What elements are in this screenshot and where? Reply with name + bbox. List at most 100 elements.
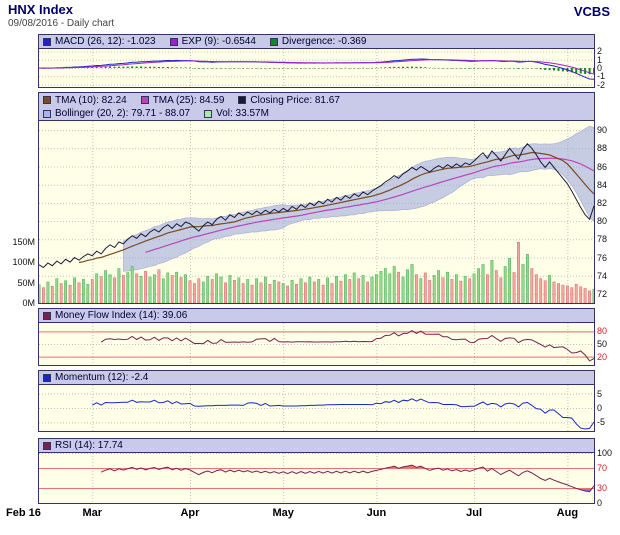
- exp-swatch-icon: [169, 37, 178, 46]
- axis-tick-88: 88: [597, 143, 608, 154]
- momentum-swatch-icon: [43, 373, 51, 382]
- axis-tick--2: -2: [597, 79, 606, 90]
- price-panel: TMA (10): 82.24 TMA (25): 84.59 Closing …: [38, 92, 595, 304]
- chart-subtitle: 09/08/2016 - Daily chart: [8, 18, 115, 29]
- momentum-panel-row: Momentum (12): -2.4 5 0 -5: [0, 370, 620, 432]
- momentum-legend-label: Momentum (12): -2.4: [55, 372, 149, 383]
- axis-tick-2: 2: [597, 46, 603, 57]
- close-swatch-icon: [238, 96, 247, 104]
- axis-tick-100: 100: [597, 448, 613, 458]
- axis-tick-70: 70: [597, 463, 608, 473]
- macd-right-axis: 2 1 0 -1 -2: [595, 34, 619, 90]
- volume-swatch-icon: [204, 109, 213, 118]
- mfi-legend-item: Money Flow Index (14): 39.06: [43, 310, 187, 321]
- divergence-legend-label: Divergence: -0.369: [281, 36, 367, 47]
- volume-legend-label: Vol: 33.57M: [216, 108, 269, 119]
- axis-tick-1: 1: [597, 54, 603, 65]
- axis-tick-80: 80: [597, 216, 608, 227]
- rsi-panel: RSI (14): 17.74: [38, 438, 595, 504]
- divergence-swatch-icon: [269, 37, 278, 46]
- mfi-panel: Money Flow Index (14): 39.06: [38, 308, 595, 366]
- axis-tick-0: 0: [597, 403, 603, 413]
- axis-tick-0: 0: [597, 63, 603, 73]
- axis-tick-74: 74: [597, 270, 608, 281]
- mfi-panel-row: Money Flow Index (14): 39.06 80 50 20: [0, 308, 620, 366]
- momentum-legend-item: Momentum (12): -2.4: [43, 372, 148, 383]
- momentum-plot[interactable]: [39, 385, 594, 431]
- brand-logo: VCBS: [573, 4, 610, 19]
- volume-left-axis: 150M 100M 50M 0M: [0, 92, 38, 308]
- mfi-left-gutter: [0, 308, 38, 366]
- momentum-legend: Momentum (12): -2.4: [39, 371, 594, 385]
- tma10-swatch-icon: [43, 96, 51, 104]
- axis-tick-5: 5: [597, 388, 603, 399]
- axis-tick-20: 20: [597, 351, 608, 362]
- rsi-legend-item: RSI (14): 17.74: [43, 440, 123, 451]
- rsi-legend: RSI (14): 17.74: [39, 439, 594, 453]
- tma10-legend-item: TMA (10): 82.24: [43, 95, 127, 106]
- tma10-legend-label: TMA (10): 82.24: [55, 94, 127, 106]
- axis-tick-80: 80: [597, 326, 608, 337]
- axis-tick-76: 76: [597, 252, 608, 263]
- mfi-plot[interactable]: [39, 323, 594, 365]
- volume-axis-tick-150M: 150M: [12, 237, 35, 248]
- price-plot[interactable]: [39, 121, 594, 303]
- tma25-legend-item: TMA (25): 84.59: [140, 94, 225, 106]
- axis-tick-78: 78: [597, 234, 608, 245]
- macd-left-gutter: [0, 34, 38, 88]
- mfi-right-axis: 80 50 20: [595, 308, 619, 366]
- axis-tick--1: -1: [597, 71, 606, 82]
- exp-legend-label: EXP (9): -0.6544: [181, 36, 256, 47]
- rsi-legend-label: RSI (14): 17.74: [55, 440, 123, 451]
- momentum-panel: Momentum (12): -2.4: [38, 370, 595, 432]
- header: HNX Index 09/08/2016 - Daily chart VCBS: [0, 2, 620, 34]
- x-axis-label-aug: Aug: [556, 507, 579, 519]
- macd-legend-item: MACD (26, 12): -1.023: [43, 36, 156, 47]
- axis-tick-84: 84: [597, 179, 608, 190]
- axis-tick-50: 50: [597, 339, 608, 349]
- rsi-plot[interactable]: [39, 453, 594, 503]
- x-axis-label-feb-16: Feb 16: [6, 507, 41, 519]
- mfi-legend: Money Flow Index (14): 39.06: [39, 309, 594, 323]
- rsi-left-gutter: [0, 438, 38, 504]
- x-axis-label-apr: Apr: [180, 507, 200, 519]
- axis-tick-0: 0: [597, 498, 603, 508]
- x-axis: Feb 16 Mar Apr May Jun Jul Aug: [0, 506, 620, 522]
- exp-legend-item: EXP (9): -0.6544: [169, 36, 256, 47]
- axis-tick-82: 82: [597, 197, 608, 208]
- divergence-legend-item: Divergence: -0.369: [269, 36, 367, 47]
- macd-plot[interactable]: [39, 49, 594, 87]
- macd-panel: MACD (26, 12): -1.023 EXP (9): -0.6544 D…: [38, 34, 595, 88]
- close-legend-item: Closing Price: 81.67: [238, 95, 340, 106]
- price-right-axis: 90 88 86 84 82 80 78 76 74 72: [595, 92, 619, 304]
- mfi-swatch-icon: [43, 311, 51, 320]
- bollinger-legend-label: Bollinger (20, 2): 79.71 - 88.07: [55, 108, 191, 119]
- axis-tick-86: 86: [597, 161, 608, 172]
- volume-legend-item: Vol: 33.57M: [204, 108, 269, 119]
- axis-tick--5: -5: [597, 417, 606, 428]
- x-axis-label-mar: Mar: [82, 507, 103, 519]
- bollinger-legend-item: Bollinger (20, 2): 79.71 - 88.07: [43, 108, 190, 119]
- axis-tick-72: 72: [597, 288, 608, 299]
- volume-axis-tick-0M: 0M: [22, 298, 35, 308]
- tma25-legend-label: TMA (25): 84.59: [152, 94, 225, 106]
- rsi-right-axis: 100 70 30 0: [595, 438, 619, 508]
- rsi-swatch-icon: [43, 441, 51, 450]
- rsi-panel-row: RSI (14): 17.74 100 70 30 0: [0, 438, 620, 508]
- mfi-legend-label: Money Flow Index (14): 39.06: [55, 310, 188, 321]
- macd-panel-row: MACD (26, 12): -1.023 EXP (9): -0.6544 D…: [0, 34, 620, 90]
- price-panel-row: 150M 100M 50M 0M TMA (10): 82.24 TMA (25): …: [0, 92, 620, 308]
- tma25-swatch-icon: [140, 96, 149, 104]
- volume-axis-tick-50M: 50M: [17, 277, 35, 288]
- price-legend-row1: TMA (10): 82.24 TMA (25): 84.59 Closing …: [39, 93, 594, 107]
- x-axis-label-jun: Jun: [366, 507, 387, 519]
- x-axis-label-jul: Jul: [466, 507, 483, 519]
- macd-legend-label: MACD (26, 12): -1.023: [55, 36, 156, 47]
- macd-legend: MACD (26, 12): -1.023 EXP (9): -0.6544 D…: [39, 35, 594, 49]
- price-legend-row2: Bollinger (20, 2): 79.71 - 88.07 Vol: 33…: [39, 107, 594, 121]
- close-legend-label: Closing Price: 81.67: [250, 94, 340, 106]
- momentum-left-gutter: [0, 370, 38, 432]
- momentum-right-axis: 5 0 -5: [595, 370, 619, 432]
- page-title: HNX Index: [8, 2, 74, 17]
